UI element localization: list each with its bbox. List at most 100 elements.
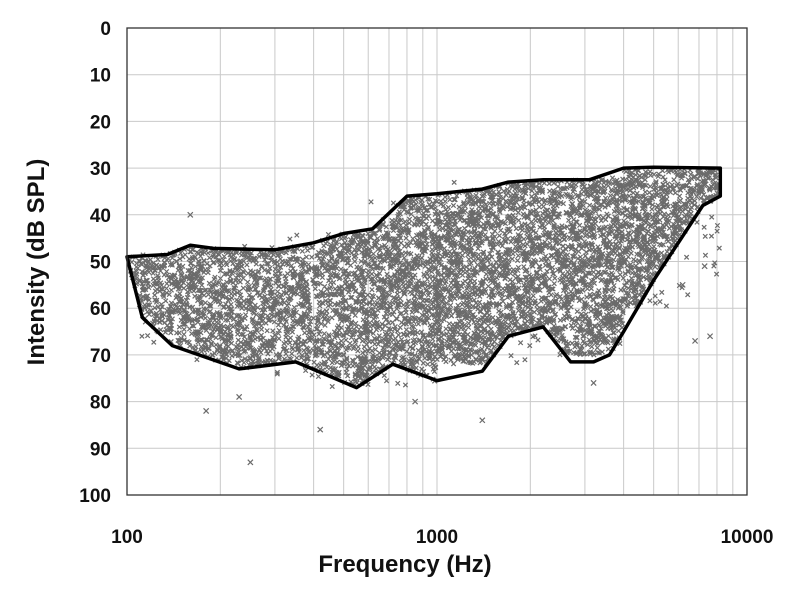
data-point — [278, 301, 284, 307]
data-point — [408, 211, 414, 217]
data-point — [168, 300, 175, 306]
data-point — [372, 243, 378, 249]
data-point — [237, 258, 244, 264]
data-point — [419, 343, 426, 349]
data-point — [369, 370, 375, 376]
data-point — [194, 332, 200, 338]
data-point — [466, 320, 472, 327]
data-point — [388, 304, 394, 310]
data-point — [407, 289, 413, 295]
data-point — [163, 285, 170, 292]
data-point — [395, 380, 401, 386]
data-point — [432, 205, 438, 211]
data-point — [235, 262, 241, 269]
data-point — [412, 352, 418, 358]
data-point — [355, 344, 361, 350]
data-point — [322, 352, 328, 358]
data-point — [303, 367, 309, 374]
data-point — [398, 336, 405, 343]
data-point — [309, 372, 315, 378]
data-point — [276, 251, 283, 257]
data-point — [414, 232, 420, 239]
data-point — [488, 205, 494, 212]
data-point — [326, 347, 333, 353]
data-point — [352, 372, 358, 379]
data-point — [241, 360, 247, 366]
data-point — [423, 221, 429, 227]
data-point — [402, 382, 409, 388]
data-point — [419, 366, 425, 372]
data-point — [244, 323, 250, 330]
data-point — [152, 297, 158, 303]
data-point — [521, 264, 527, 270]
data-point — [194, 357, 200, 363]
data-point — [400, 331, 406, 338]
data-point — [294, 232, 300, 238]
data-point — [183, 318, 189, 324]
data-point — [408, 251, 414, 257]
data-point — [196, 307, 202, 313]
data-point — [382, 235, 388, 242]
data-point — [512, 186, 518, 192]
data-point — [166, 306, 172, 312]
data-point — [405, 298, 412, 304]
data-point — [208, 294, 214, 300]
data-point — [166, 311, 172, 317]
data-point — [422, 281, 428, 288]
data-point — [240, 285, 246, 291]
data-point — [135, 265, 141, 271]
data-point — [173, 277, 179, 283]
data-point — [403, 235, 409, 241]
data-point — [376, 227, 383, 233]
data-point — [345, 324, 352, 330]
data-point — [426, 308, 432, 314]
data-point — [314, 253, 320, 259]
data-point — [215, 251, 221, 257]
data-point — [225, 311, 231, 317]
data-point — [250, 358, 256, 364]
data-point — [399, 251, 405, 257]
data-point — [231, 291, 238, 297]
data-point — [365, 292, 371, 298]
data-point — [276, 268, 282, 274]
data-point — [180, 313, 187, 320]
data-point — [429, 301, 435, 307]
data-point — [333, 240, 339, 247]
data-point — [244, 262, 250, 268]
data-point — [294, 256, 300, 262]
data-point — [478, 347, 484, 354]
data-point — [266, 342, 273, 349]
data-point — [287, 286, 294, 293]
data-point — [419, 197, 425, 203]
data-point — [333, 311, 339, 317]
data-point — [425, 224, 432, 230]
data-point — [233, 250, 240, 256]
data-point — [418, 316, 424, 323]
data-point — [264, 328, 270, 334]
data-point — [163, 298, 169, 304]
data-point — [207, 263, 213, 269]
data-point — [429, 236, 435, 242]
data-point — [414, 261, 421, 267]
data-point — [417, 349, 423, 355]
data-point — [409, 361, 415, 367]
data-point — [568, 289, 574, 295]
data-point — [338, 251, 344, 258]
data-point — [278, 309, 284, 315]
data-point — [248, 298, 255, 305]
data-point — [351, 326, 357, 333]
data-point — [389, 319, 396, 325]
data-point — [232, 264, 239, 270]
data-point — [267, 348, 273, 354]
data-point — [210, 281, 217, 287]
data-point — [324, 261, 330, 267]
data-point — [268, 255, 274, 261]
data-point — [376, 285, 382, 291]
data-point — [299, 281, 306, 288]
data-point — [348, 294, 354, 301]
data-point — [376, 270, 383, 277]
data-point — [155, 256, 161, 262]
data-point — [245, 279, 251, 285]
data-point — [336, 292, 342, 298]
data-point — [223, 342, 229, 348]
